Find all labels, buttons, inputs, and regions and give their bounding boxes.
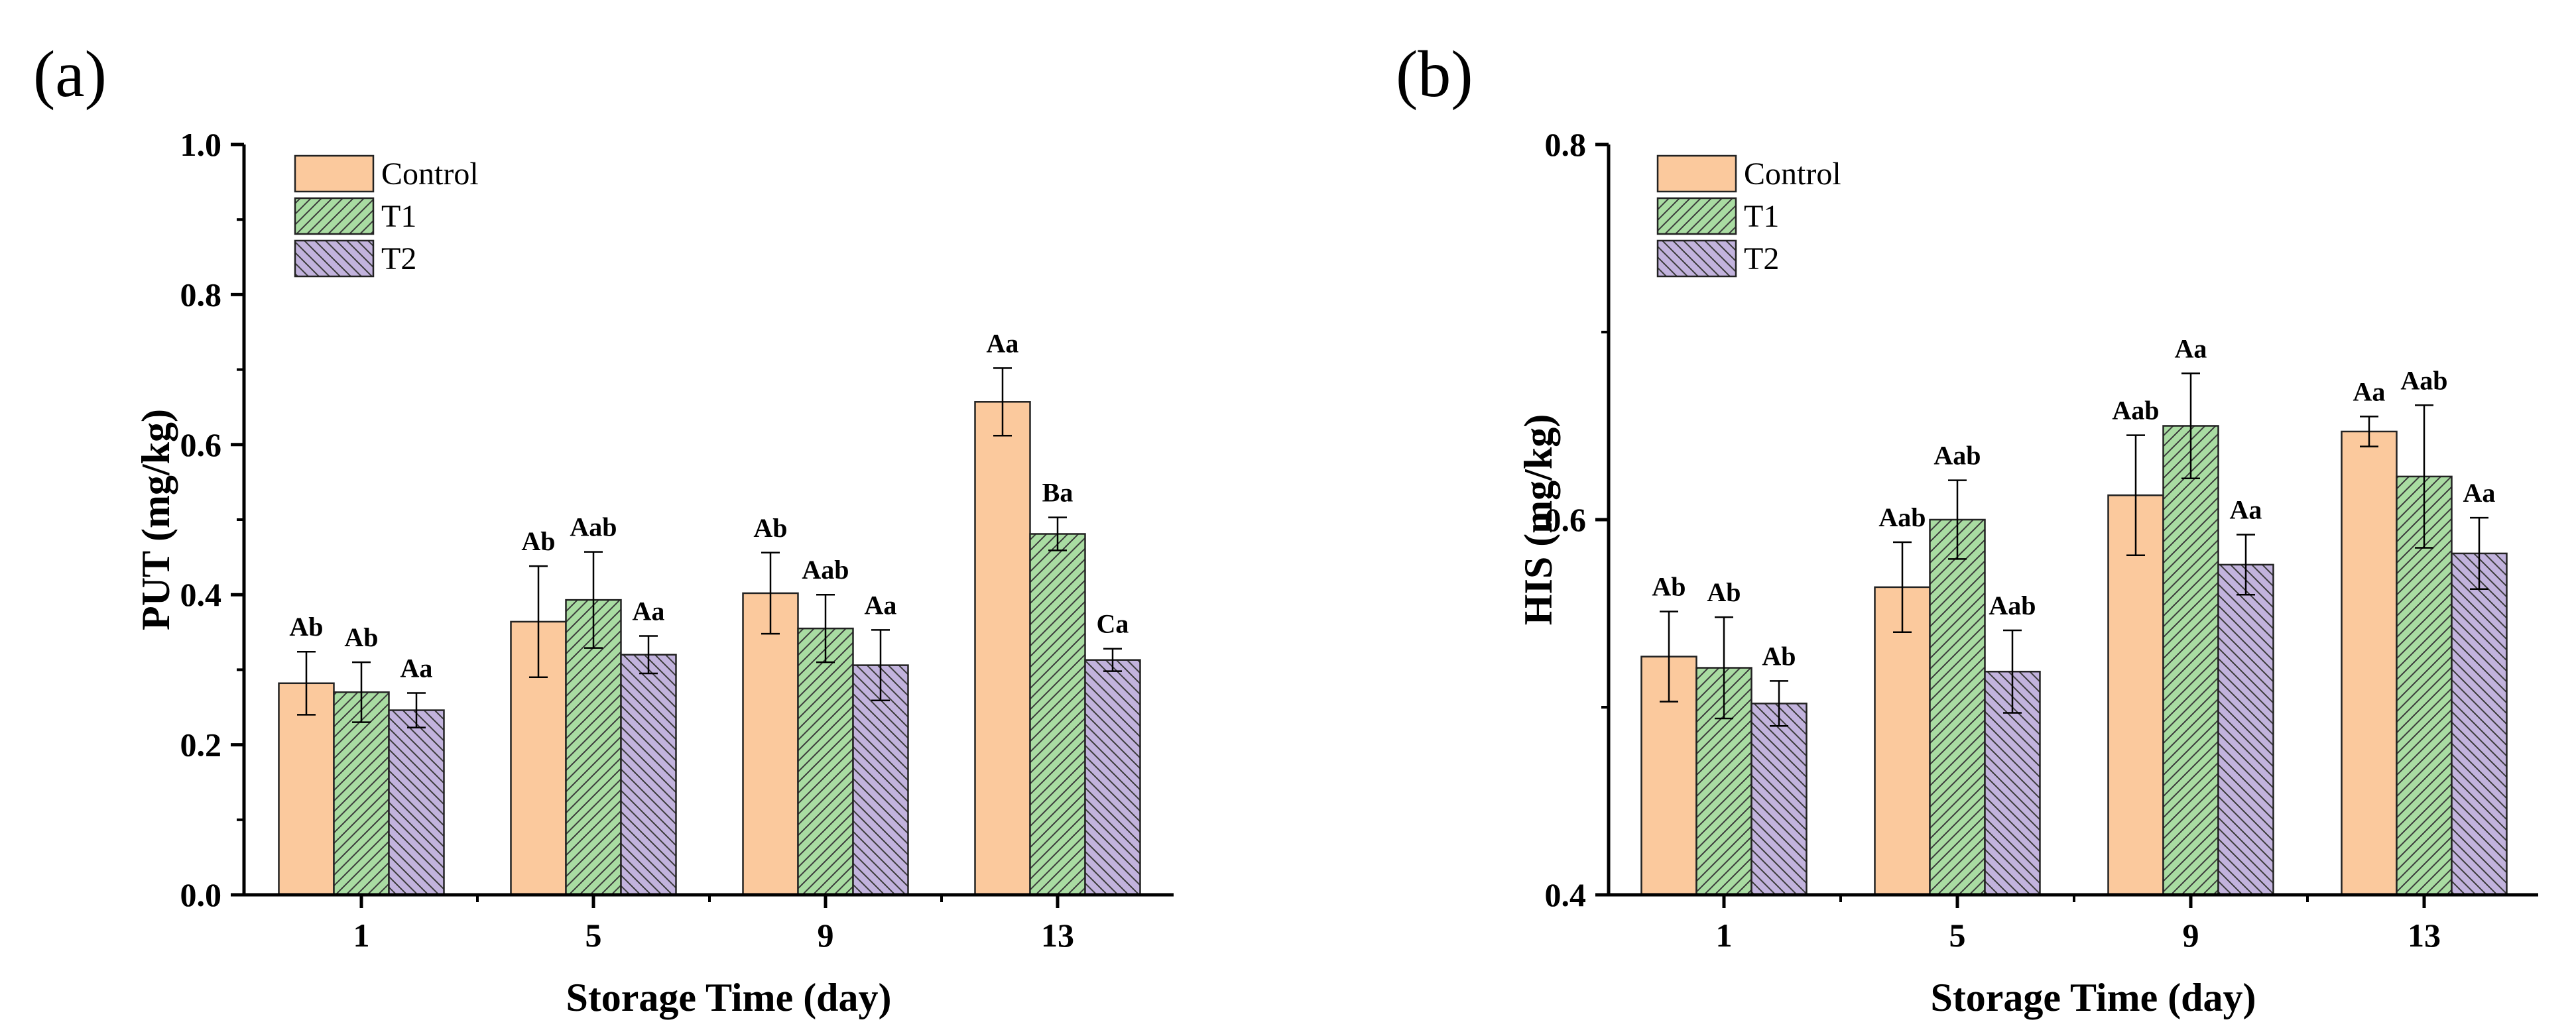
bar-hatch [1030, 534, 1085, 895]
bar-control-day-5 [1874, 587, 1930, 895]
panel-label: (a) [33, 37, 107, 111]
legend-swatch-control [295, 156, 373, 192]
significance-label: Ab [521, 526, 555, 556]
legend-swatch-outline [294, 197, 375, 235]
bar-hatch [1085, 660, 1140, 895]
bar-control-day-13 [975, 402, 1030, 895]
significance-label: Aa [2175, 333, 2207, 363]
y-tick-label: 0.8 [180, 276, 222, 313]
series-t1: Ab Aab Aa Aab [1695, 333, 2453, 896]
bar-hatch [1930, 520, 1985, 895]
x-tick-label: 5 [1949, 917, 1966, 954]
y-tick-label: 0.0 [180, 876, 222, 913]
significance-label: Aa [2230, 495, 2262, 525]
bar-hatch [798, 628, 853, 895]
bar-control-day-1 [278, 683, 334, 895]
significance-label: Ab [289, 612, 323, 642]
y-axis-title: HIS (mg/kg) [1516, 414, 1560, 625]
significance-label: Aa [987, 328, 1019, 358]
bar-hatch [621, 654, 676, 895]
y-tick-label: 0.4 [180, 576, 222, 613]
legend-label: T2 [381, 241, 416, 276]
bar-control-day-13 [2341, 431, 2397, 895]
significance-label: Ab [344, 622, 378, 652]
significance-label: Ca [1097, 609, 1129, 639]
legend-swatch-hatch [295, 241, 373, 276]
panel-label: (b) [1396, 37, 1473, 111]
chart-b: (b) Ab Aab Aab Aa Ab Aab Aa Aab Ab Aab Aa Aa 0.4 0.6 0.… [1396, 37, 2538, 1019]
y-axis-title: PUT (mg/kg) [134, 409, 178, 630]
series-t2: Aa Aa Aa Ca [388, 590, 1141, 896]
legend: Control T1 T2 [1656, 154, 1841, 278]
bar-hatch [2451, 553, 2507, 895]
significance-label: Ab [1652, 572, 1686, 602]
x-tick-label: 13 [2408, 917, 2441, 954]
series-t2: Ab Aab Aa Aa [1750, 478, 2508, 896]
significance-label: Aab [2400, 365, 2447, 395]
legend-swatch-outline [1656, 239, 1737, 278]
x-tick-label: 13 [1041, 917, 1074, 954]
significance-label: Aa [865, 590, 897, 620]
bar-hatch [2218, 564, 2274, 895]
significance-label: Ab [753, 513, 787, 543]
legend-label: Control [1744, 156, 1841, 192]
legend-label: T2 [1744, 241, 1779, 276]
legend-swatch-outline [294, 239, 375, 278]
bar-hatch [334, 692, 389, 895]
bar-hatch [1751, 703, 1807, 895]
significance-label: Aa [2463, 478, 2496, 508]
significance-label: Aa [633, 596, 665, 626]
legend: Control T1 T2 [294, 154, 479, 278]
legend-swatch-hatch [295, 198, 373, 234]
legend-label: T1 [1744, 199, 1779, 234]
y-tick-label: 0.4 [1545, 876, 1587, 913]
legend-swatch-outline [1656, 197, 1737, 235]
bar-hatch [566, 600, 621, 895]
x-tick-label: 1 [1716, 917, 1733, 954]
y-tick-label: 0.8 [1545, 126, 1587, 163]
y-tick-label: 0.2 [180, 726, 222, 764]
series-control: Ab Aab Aab Aa [1640, 376, 2398, 896]
bar-control-day-9 [2108, 495, 2164, 895]
series-t1: Ab Aab Aab Ba [333, 478, 1086, 896]
x-tick-label: 1 [353, 917, 370, 954]
x-tick-label: 5 [585, 917, 602, 954]
bar-hatch [2163, 426, 2219, 895]
significance-label: Aab [2112, 396, 2159, 426]
significance-label: Aab [802, 555, 849, 585]
significance-label: Aa [400, 653, 433, 683]
significance-label: Aab [570, 512, 617, 542]
chart-a: (a) Ab Ab Ab Aa Ab Aab Aab Ba Aa Aa Aa Ca 0.0 0.2 0.4 0.… [33, 37, 1174, 1019]
x-tick-label: 9 [818, 917, 834, 954]
significance-label: Aa [2353, 376, 2386, 406]
y-tick-label: 0.6 [180, 426, 222, 463]
series-control: Ab Ab Ab Aa [278, 328, 1031, 896]
x-axis-title: Storage Time (day) [566, 976, 891, 1019]
significance-label: Ab [1707, 577, 1741, 607]
significance-label: Aab [1989, 591, 2036, 620]
legend-swatch-outline [294, 154, 375, 193]
significance-label: Ab [1762, 641, 1796, 671]
y-tick-label: 1.0 [180, 126, 222, 163]
significance-label: Ba [1042, 478, 1073, 508]
x-axis-title: Storage Time (day) [1930, 976, 2256, 1019]
bar-hatch [853, 665, 908, 895]
legend-swatch-hatch [1658, 241, 1736, 276]
significance-label: Aab [1878, 502, 1926, 532]
bar-control-day-9 [743, 593, 798, 895]
legend-swatch-control [1658, 156, 1736, 192]
x-tick-label: 9 [2183, 917, 2199, 954]
legend-swatch-hatch [1658, 198, 1736, 234]
bar-hatch [389, 710, 444, 895]
legend-label: T1 [381, 199, 416, 234]
legend-swatch-outline [1656, 154, 1737, 193]
significance-label: Aab [1933, 441, 1981, 471]
y-tick-label: 0.6 [1545, 501, 1587, 538]
legend-label: Control [381, 156, 479, 192]
